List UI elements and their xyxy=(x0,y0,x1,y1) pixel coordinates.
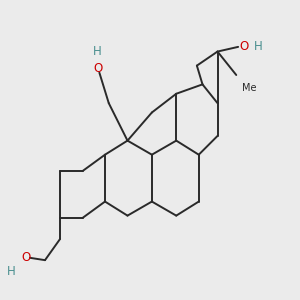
Text: Me: Me xyxy=(242,83,256,93)
Text: O: O xyxy=(93,62,102,75)
Text: H: H xyxy=(254,40,263,53)
Text: O: O xyxy=(239,40,248,53)
Text: H: H xyxy=(7,266,16,278)
Text: H: H xyxy=(93,45,102,58)
Text: O: O xyxy=(22,251,31,264)
